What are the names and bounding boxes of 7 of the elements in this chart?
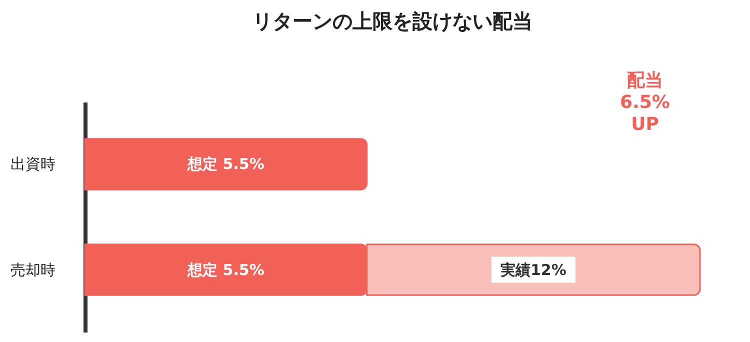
annotation: 配当 6.5% UP <box>620 70 670 135</box>
chart-title: リターンの上限を設けない配当 <box>252 9 532 33</box>
data-label: 想定 5.5% <box>186 155 264 174</box>
data-label: 想定 5.5% <box>186 260 264 279</box>
y-tick-label: 売却時 <box>10 260 56 279</box>
data-label: 実績12% <box>499 260 566 279</box>
y-tick-label: 出資時 <box>10 155 56 174</box>
